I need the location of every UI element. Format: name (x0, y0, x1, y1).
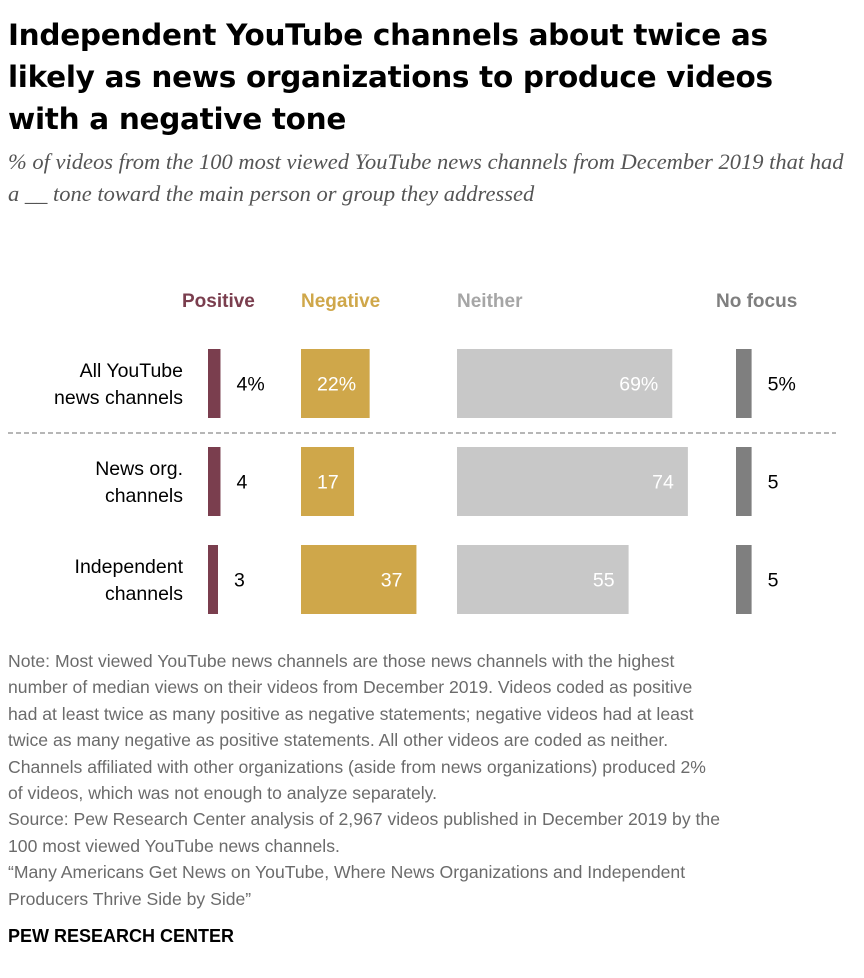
category-label: News org. channels (95, 458, 183, 507)
data-label: 69% (619, 374, 658, 396)
data-label: 5 (768, 472, 779, 494)
data-label: 4 (236, 472, 247, 494)
note-line: had at least twice as many positive as n… (8, 703, 694, 724)
bar-no-focus (736, 545, 752, 614)
brand-logo-text: PEW RESEARCH CENTER (8, 926, 235, 946)
source-line: 100 most viewed YouTube news channels. (8, 835, 340, 856)
data-label: 55 (593, 570, 615, 592)
note-line: of videos, which was not enough to analy… (8, 783, 438, 804)
report-title-line: Producers Thrive Side by Side” (8, 888, 252, 909)
category-label: Independent channels (75, 556, 184, 605)
bar-no-focus (736, 349, 752, 418)
data-label: 37 (381, 570, 403, 592)
chart-title: Independent YouTube channels about twice… (8, 18, 773, 136)
bar-negative (301, 545, 417, 614)
source-line: Source: Pew Research Center analysis of … (8, 809, 720, 830)
note-line: Channels affiliated with other organizat… (8, 756, 706, 777)
note-line: number of median views on their videos f… (8, 677, 693, 698)
data-label: 4% (236, 374, 264, 396)
bar-positive (208, 545, 218, 614)
chart-subtitle: % of videos from the 100 most viewed You… (8, 149, 844, 206)
bar-no-focus (736, 447, 752, 516)
bar-negative (301, 349, 370, 418)
bar-positive (208, 447, 221, 516)
data-label: 17 (317, 472, 339, 494)
legend-label-neither: Neither (457, 291, 523, 312)
bar-positive (208, 349, 221, 418)
bar-neither (457, 447, 688, 516)
data-label: 5% (768, 374, 796, 396)
legend-label-negative: Negative (301, 291, 380, 312)
report-title-line: “Many Americans Get News on YouTube, Whe… (8, 862, 686, 883)
legend-label-no-focus: No focus (716, 291, 797, 312)
bar-chart: Positive Negative Neither No focus All YouTu… (8, 291, 836, 614)
data-label: 5 (768, 570, 779, 592)
data-label: 3 (234, 570, 245, 592)
note-line: Note: Most viewed YouTube news channels … (8, 651, 675, 671)
category-label: All YouTube news channels (54, 360, 183, 409)
bar-negative (301, 447, 355, 516)
bar-neither (457, 545, 629, 614)
notes-block: Note: Most viewed YouTube news channels … (8, 648, 848, 912)
data-label: 74 (652, 472, 674, 494)
note-line: twice as many negative as positive state… (8, 730, 669, 751)
legend-label-positive: Positive (182, 291, 255, 312)
data-label: 22% (317, 374, 356, 396)
bar-neither (457, 349, 673, 418)
